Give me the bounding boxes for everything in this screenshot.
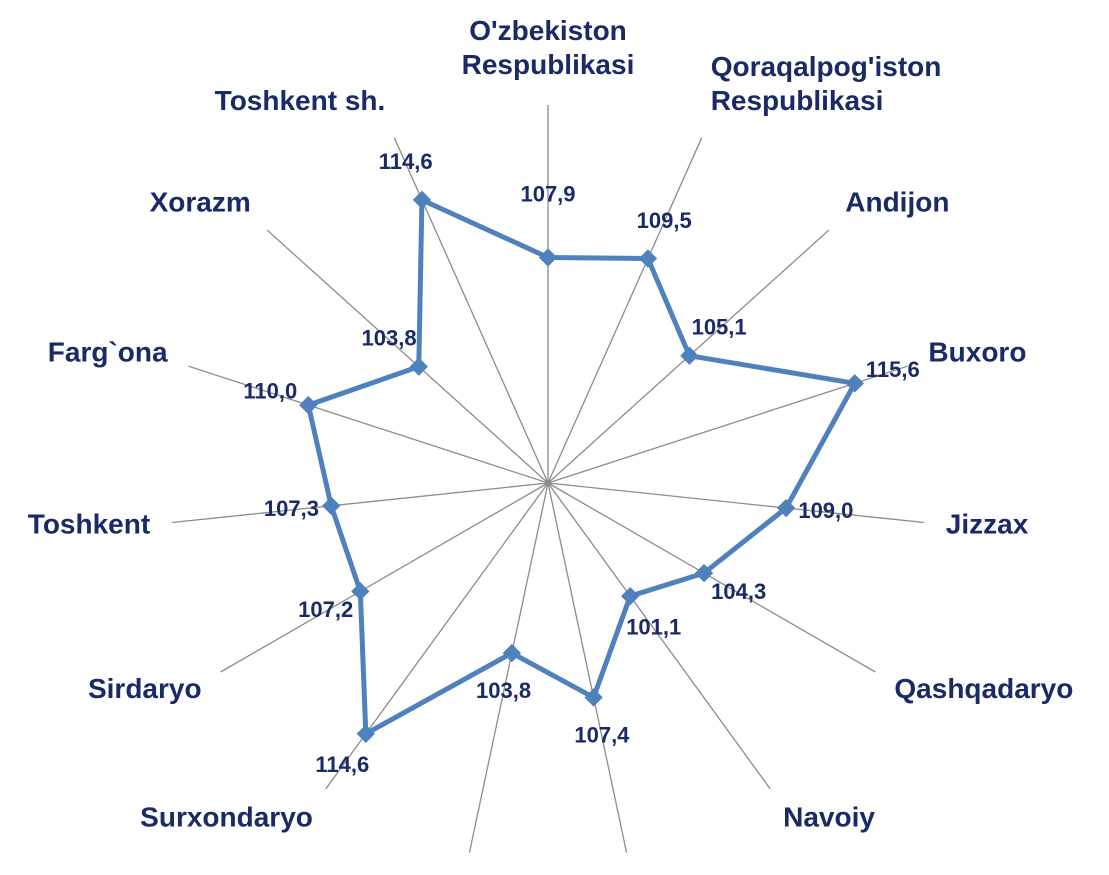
value-label: 105,1 bbox=[692, 315, 747, 340]
category-label-line: Sirdaryo bbox=[88, 673, 202, 704]
category-label-line: Farg`ona bbox=[48, 337, 168, 368]
spoke bbox=[547, 482, 771, 790]
spoke bbox=[468, 482, 549, 853]
marker bbox=[409, 357, 428, 376]
value-label: 101,1 bbox=[626, 614, 681, 639]
marker bbox=[502, 643, 522, 663]
spoke bbox=[172, 482, 549, 524]
category-label-line: Samarqand bbox=[389, 872, 542, 875]
spoke bbox=[547, 482, 876, 673]
marker bbox=[412, 190, 432, 210]
value-label: 115,6 bbox=[866, 357, 920, 382]
spoke bbox=[547, 482, 628, 853]
category-label: Qashqadaryo bbox=[894, 673, 1073, 704]
category-label: Samarqand bbox=[389, 872, 542, 875]
value-label: 114,6 bbox=[379, 149, 433, 174]
category-label: Toshkent sh. bbox=[215, 85, 386, 116]
category-label-line: Buxoro bbox=[928, 337, 1026, 368]
category-label-line: Respublikasi bbox=[711, 85, 884, 116]
category-label: Farg`ona bbox=[48, 337, 168, 368]
category-label: O'zbekiston Respublikasi bbox=[462, 15, 635, 80]
marker bbox=[299, 395, 318, 415]
value-label: 107,3 bbox=[264, 496, 319, 521]
spoke bbox=[325, 482, 549, 790]
category-label-line: Respublikasi bbox=[462, 49, 635, 80]
category-label: Sirdaryo bbox=[88, 673, 202, 704]
marker bbox=[538, 248, 558, 267]
category-label: Andijon bbox=[845, 187, 949, 218]
spoke bbox=[547, 137, 703, 484]
category-label: Namangan bbox=[560, 872, 703, 875]
category-label: Qoraqalpog'iston Respublikasi bbox=[711, 51, 942, 116]
marker bbox=[845, 374, 864, 393]
marker bbox=[356, 724, 376, 743]
spoke bbox=[547, 365, 908, 484]
marker bbox=[322, 496, 341, 515]
marker bbox=[680, 346, 699, 365]
category-label: Surxondaryo bbox=[140, 802, 313, 833]
value-label: 107,9 bbox=[520, 181, 575, 206]
category-label: Jizzax bbox=[946, 509, 1029, 540]
value-label: 109,0 bbox=[798, 498, 853, 523]
category-label-line: Namangan bbox=[560, 872, 703, 875]
spoke bbox=[266, 229, 549, 484]
spoke bbox=[188, 365, 549, 484]
category-label-line: Qashqadaryo bbox=[894, 673, 1073, 704]
category-label: Navoiy bbox=[783, 802, 875, 833]
category-label-line: Xorazm bbox=[150, 187, 251, 218]
marker bbox=[584, 688, 603, 707]
value-label: 114,6 bbox=[315, 752, 369, 777]
value-label: 107,4 bbox=[574, 722, 630, 747]
category-label-line: O'zbekiston bbox=[469, 15, 627, 46]
category-label-line: Jizzax bbox=[946, 509, 1029, 540]
value-label: 103,8 bbox=[362, 326, 417, 351]
category-label-line: Navoiy bbox=[783, 802, 875, 833]
marker bbox=[351, 582, 370, 601]
spoke bbox=[547, 482, 924, 524]
category-label: Buxoro bbox=[928, 337, 1026, 368]
radar-line bbox=[305, 197, 858, 737]
value-label: 109,5 bbox=[637, 208, 692, 233]
category-label: Xorazm bbox=[150, 187, 251, 218]
value-label: 107,2 bbox=[298, 597, 353, 622]
category-label-line: Andijon bbox=[845, 187, 949, 218]
category-label-line: Toshkent sh. bbox=[215, 85, 386, 116]
value-label: 104,3 bbox=[711, 579, 766, 604]
category-label-line: Toshkent bbox=[28, 509, 150, 540]
category-label-line: Surxondaryo bbox=[140, 802, 313, 833]
spoke bbox=[220, 482, 549, 673]
value-label: 110,0 bbox=[243, 379, 297, 404]
marker bbox=[776, 498, 796, 518]
value-label: 103,8 bbox=[476, 678, 531, 703]
category-label-line: Qoraqalpog'iston bbox=[711, 51, 942, 82]
marker bbox=[621, 586, 640, 606]
marker bbox=[638, 249, 658, 268]
category-label: Toshkent bbox=[28, 509, 150, 540]
marker bbox=[694, 563, 714, 583]
